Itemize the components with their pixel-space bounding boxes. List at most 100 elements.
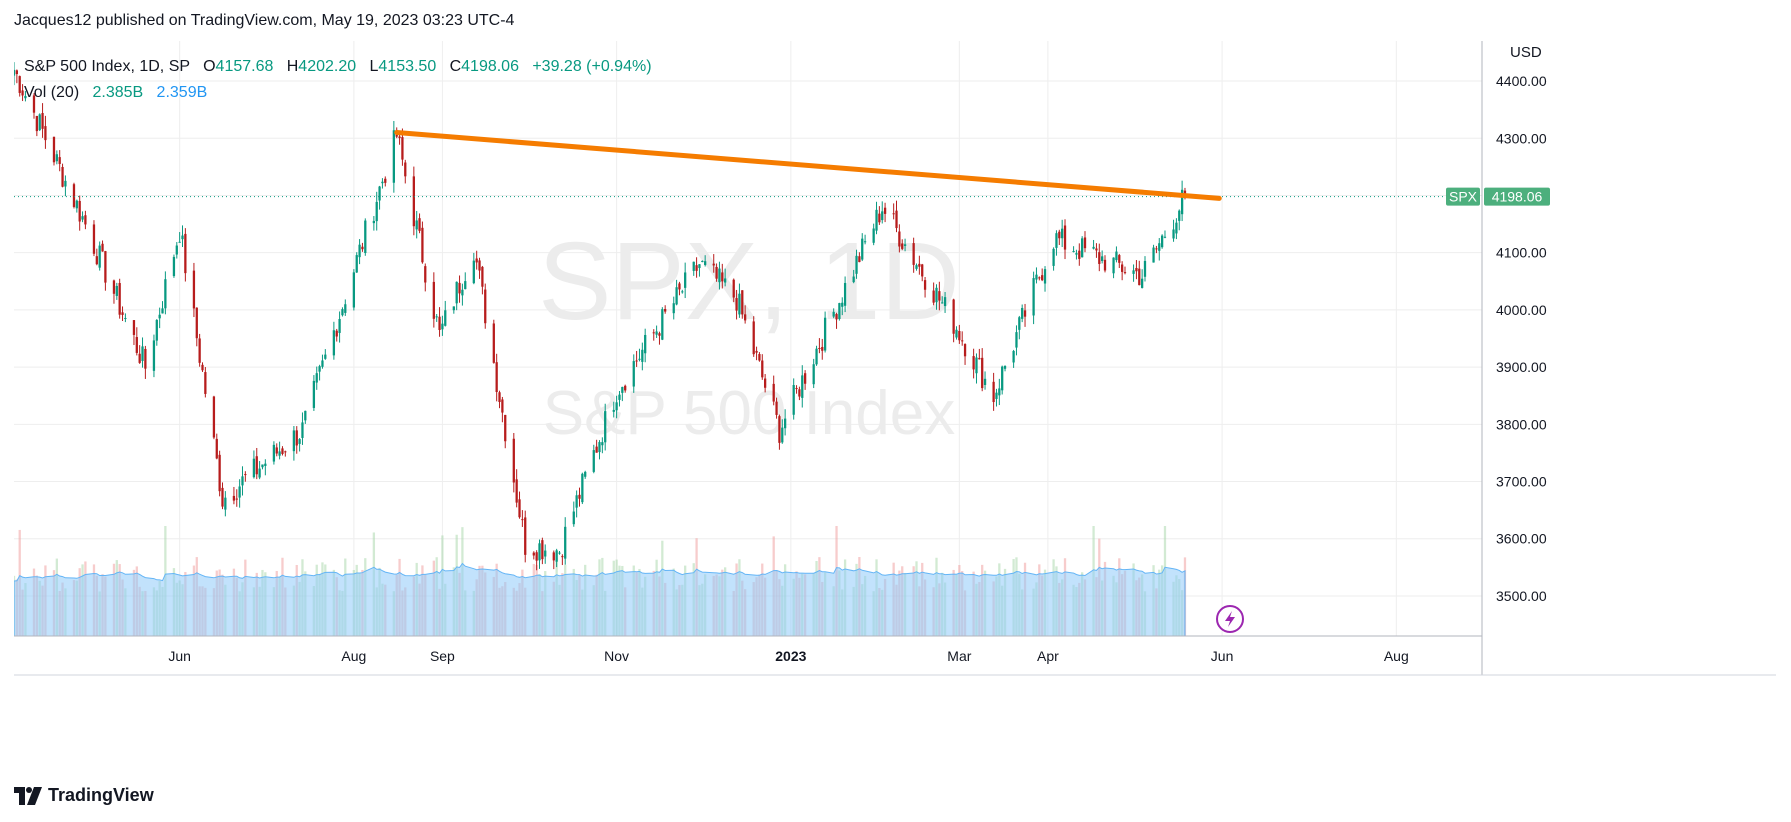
candle-body (1172, 229, 1175, 239)
candle-body (198, 338, 201, 363)
candle-body (158, 314, 161, 319)
time-tick-label: Aug (1384, 648, 1409, 664)
time-axis[interactable]: Jun Aug Sep Nov 2023 Mar Apr Jun Aug (168, 648, 1408, 664)
candle-body (101, 243, 104, 252)
open-value: 4157.68 (215, 58, 274, 75)
candle-body (1035, 274, 1038, 280)
candle-body (95, 256, 98, 265)
candle-body (1180, 189, 1184, 215)
candle-body (755, 350, 758, 353)
candle-body (355, 255, 358, 273)
candle-body (912, 243, 915, 265)
candle-body (172, 256, 176, 277)
symbol-description[interactable]: S&P 500 Index, 1D, SP (24, 58, 190, 75)
volume-ma-area (14, 562, 1186, 637)
high-label: H (286, 58, 299, 75)
candle-body (284, 451, 287, 453)
candle-body (741, 290, 744, 315)
candle-body (415, 220, 418, 230)
replay-button[interactable] (1216, 605, 1244, 633)
candle-body (681, 291, 684, 293)
candle-body (1043, 269, 1047, 284)
candle-body (324, 354, 327, 359)
candle-body (952, 299, 955, 334)
candles (14, 62, 1187, 571)
candle-body (64, 180, 67, 187)
candle-body (444, 310, 447, 326)
candle-body (1163, 236, 1167, 238)
candle-body (1041, 275, 1044, 281)
candle-body (41, 113, 44, 129)
candlestick-chart[interactable]: SPX, 1D S&P 500 Index USD 4400.00 4300.00… (14, 41, 1776, 769)
candle-body (221, 487, 224, 507)
candle-body (923, 280, 927, 290)
candle-body (1058, 231, 1061, 239)
candle-body (312, 380, 316, 408)
candle-body (152, 340, 156, 371)
candle-body (281, 448, 284, 454)
candle-body (624, 385, 627, 391)
footer-brand[interactable]: TradingView (14, 785, 154, 806)
candle-body (304, 410, 307, 421)
candle-body (943, 297, 947, 307)
trendline[interactable] (394, 130, 1222, 201)
candle-body (1152, 247, 1155, 263)
candle-body (718, 268, 721, 283)
volume-value: 2.385B (92, 84, 144, 101)
candle-body (744, 314, 747, 321)
candle-body (535, 552, 538, 561)
candle-body (492, 323, 495, 363)
candle-body (338, 319, 341, 333)
candle-body (175, 245, 178, 255)
candle-body (224, 497, 227, 510)
candle-body (112, 280, 116, 294)
candle-body (1021, 307, 1024, 319)
candle-body (903, 244, 907, 246)
candle-body (701, 260, 704, 262)
candle-body (758, 354, 761, 361)
candle-body (635, 360, 638, 362)
volume-label[interactable]: Vol (20) (24, 84, 80, 101)
candle-body (461, 289, 464, 296)
candle-body (392, 130, 395, 183)
candle-body (481, 266, 484, 287)
candle-body (941, 302, 944, 304)
legend: S&P 500 Index, 1D, SP O4157.68 H4202.20 … (24, 54, 652, 106)
candle-body (18, 76, 21, 93)
candle-body (915, 265, 918, 269)
candle-body (1038, 277, 1041, 279)
candle-body (252, 458, 256, 478)
candle-body (1135, 267, 1138, 272)
candle-body (1101, 256, 1104, 262)
price-tick-label: 3900.00 (1496, 359, 1547, 375)
candle-body (384, 178, 387, 183)
candle-body (435, 316, 438, 318)
candle-body (878, 213, 881, 223)
candle-body (1112, 257, 1115, 274)
candle-body (1063, 225, 1067, 250)
candle-body (372, 220, 376, 224)
candle-body (132, 320, 136, 335)
candle-body (61, 166, 64, 187)
candle-body (575, 495, 578, 508)
candle-body (204, 372, 207, 394)
candle-body (1023, 310, 1027, 317)
candle-body (418, 218, 421, 231)
price-axis[interactable]: USD 4400.004300.004200.004100.004000.003… (1496, 44, 1547, 604)
open-label: O (203, 58, 216, 75)
candle-body (475, 258, 478, 263)
candle-body (341, 309, 344, 316)
close-value: 4198.06 (461, 58, 519, 75)
candle-body (178, 241, 181, 243)
candle-body (752, 321, 755, 355)
candle-body (795, 388, 798, 390)
candle-body (1138, 268, 1141, 286)
candle-body (1175, 222, 1178, 234)
candle-body (658, 333, 661, 336)
candle-body (781, 427, 784, 443)
candle-body (1155, 248, 1158, 250)
candle-body (1178, 210, 1181, 221)
candle-body (15, 70, 18, 75)
candle-body (55, 154, 58, 162)
candle-body (963, 344, 967, 357)
